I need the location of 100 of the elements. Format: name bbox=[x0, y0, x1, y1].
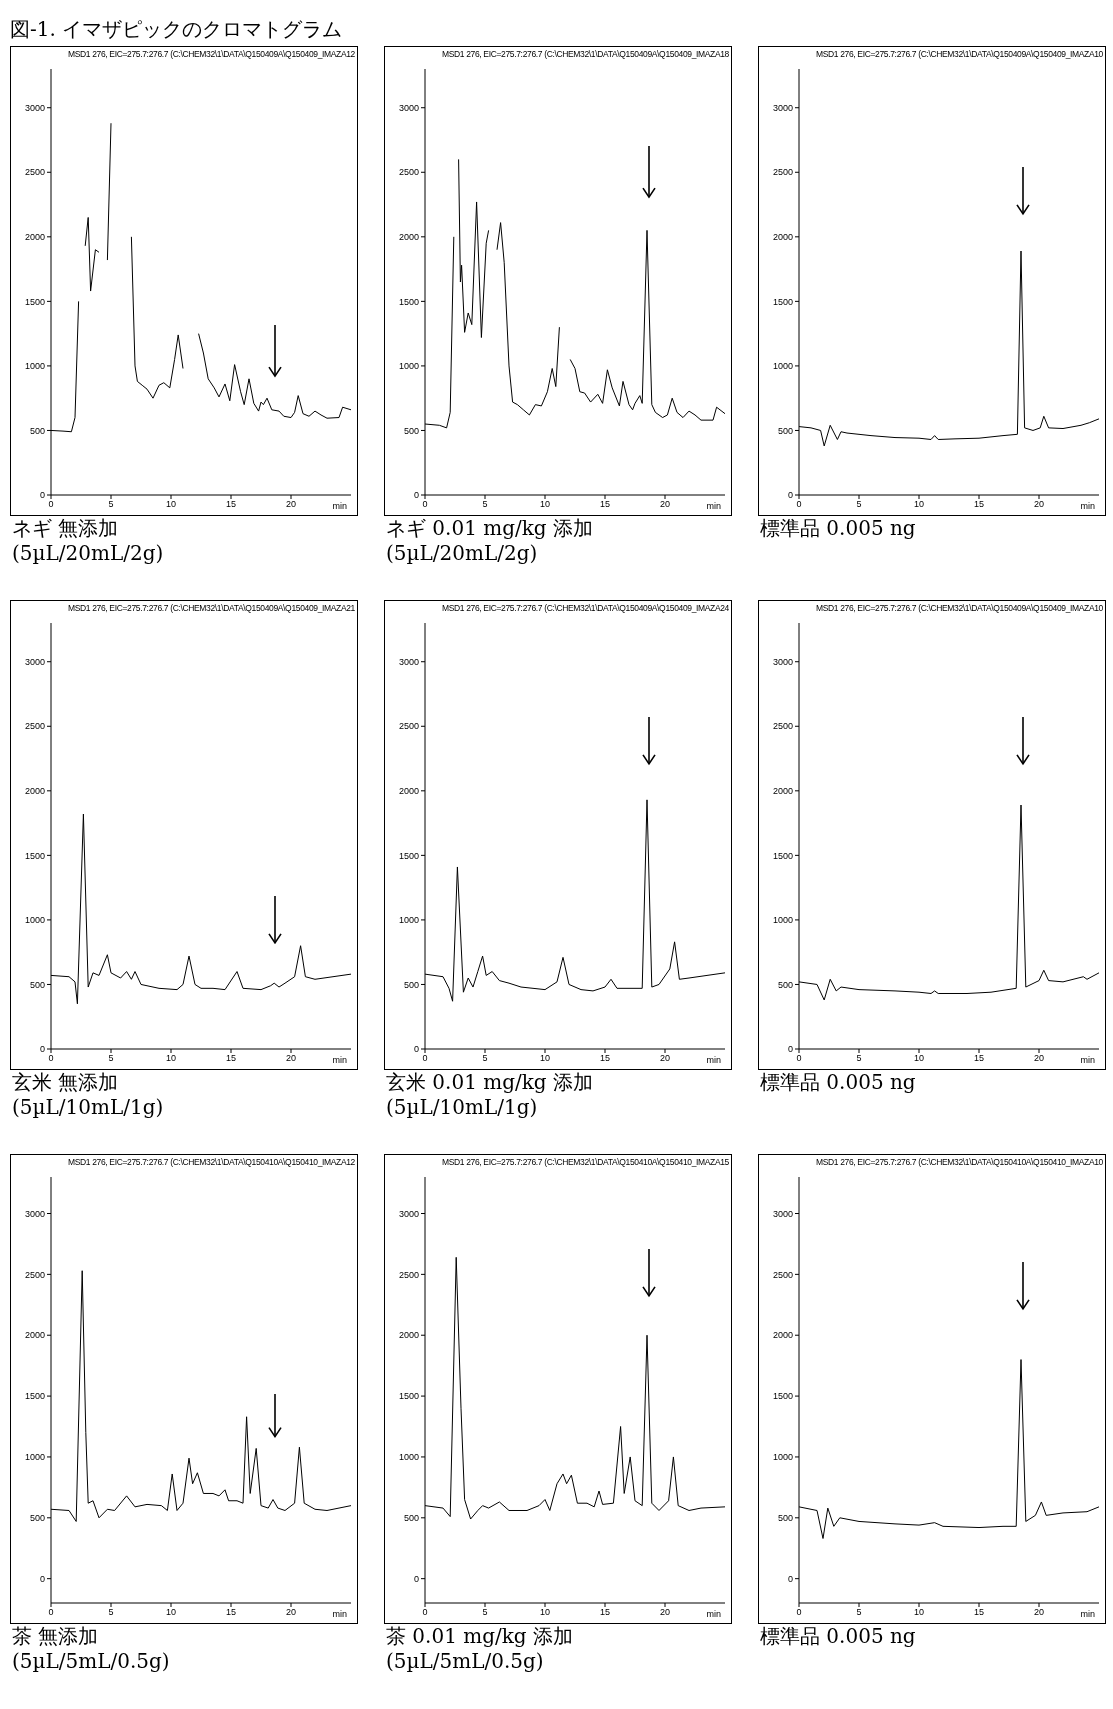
text: 玄米 無添加 bbox=[12, 1070, 120, 1095]
x-tick-label: 5 bbox=[108, 1053, 114, 1064]
x-tick-label: 15 bbox=[599, 499, 611, 510]
y-tick-label: 1500 bbox=[772, 850, 793, 861]
x-tick-label: 20 bbox=[1033, 1053, 1045, 1064]
y-tick-label: 2000 bbox=[772, 786, 793, 797]
x-tick-label: 5 bbox=[856, 1053, 862, 1064]
text: 玄米 0.01 mg/kg 添加 bbox=[386, 1070, 595, 1095]
x-tick-label: 0 bbox=[422, 1053, 428, 1064]
x-tick-label: 5 bbox=[108, 499, 114, 510]
x-tick-label: 10 bbox=[913, 499, 925, 510]
y-tick-label: 3000 bbox=[398, 656, 419, 667]
x-tick-label: 15 bbox=[225, 1607, 237, 1618]
x-tick-label: 20 bbox=[285, 499, 297, 510]
y-tick-label: 0 bbox=[787, 490, 793, 501]
y-tick-label: 2500 bbox=[772, 1269, 793, 1280]
y-tick-label: 1000 bbox=[772, 361, 793, 372]
y-tick-label: 1000 bbox=[398, 361, 419, 372]
x-tick-label: 20 bbox=[1033, 1607, 1045, 1618]
x-tick-label: 0 bbox=[422, 1607, 428, 1618]
text: (5µL/5mL/0.5g) bbox=[12, 1649, 171, 1674]
y-tick-label: 1000 bbox=[772, 915, 793, 926]
x-axis-title: min bbox=[332, 1609, 347, 1619]
chart-subtitle: MSD1 276, EIC=275.7:276.7 (C:\CHEM32\1\DATA\Q150410A\Q150410_IMAZA10 bbox=[815, 1156, 1104, 1169]
x-tick-label: 15 bbox=[599, 1053, 611, 1064]
y-tick-label: 500 bbox=[29, 425, 45, 436]
y-tick-label: 2500 bbox=[398, 721, 419, 732]
y-tick-label: 500 bbox=[29, 979, 45, 990]
y-tick-label: 2500 bbox=[772, 167, 793, 178]
x-tick-label: 0 bbox=[796, 1607, 802, 1618]
y-tick-label: 500 bbox=[403, 425, 419, 436]
y-tick-label: 3000 bbox=[24, 656, 45, 667]
text: ネギ 0.01 mg/kg 添加 bbox=[386, 516, 595, 541]
text: (5µL/20mL/2g) bbox=[386, 541, 539, 566]
x-tick-label: 0 bbox=[48, 1053, 54, 1064]
x-tick-label: 20 bbox=[659, 1607, 671, 1618]
y-tick-label: 0 bbox=[39, 490, 45, 501]
text: 標準品 0.005 ng bbox=[760, 516, 917, 541]
y-tick-label: 1500 bbox=[24, 296, 45, 307]
x-axis-title: min bbox=[706, 1609, 721, 1619]
x-tick-label: 10 bbox=[165, 499, 177, 510]
y-tick-label: 2500 bbox=[24, 1269, 45, 1280]
y-tick-label: 2000 bbox=[24, 1330, 45, 1341]
y-tick-label: 2000 bbox=[24, 232, 45, 243]
y-tick-label: 0 bbox=[787, 1573, 793, 1584]
y-tick-label: 2000 bbox=[772, 232, 793, 243]
y-tick-label: 3000 bbox=[398, 1208, 419, 1219]
y-tick-label: 1000 bbox=[398, 1452, 419, 1463]
y-tick-label: 0 bbox=[413, 1573, 419, 1584]
chart-subtitle: MSD1 276, EIC=275.7:276.7 (C:\CHEM32\1\DATA\Q150409A\Q150409_IMAZA10 bbox=[815, 48, 1104, 61]
chart-subtitle: MSD1 276, EIC=275.7:276.7 (C:\CHEM32\1\DATA\Q150409A\Q150409_IMAZA12 bbox=[67, 48, 356, 61]
y-tick-label: 2500 bbox=[24, 167, 45, 178]
x-tick-label: 0 bbox=[796, 1053, 802, 1064]
y-tick-label: 2000 bbox=[398, 1330, 419, 1341]
text: (5µL/10mL/1g) bbox=[386, 1095, 539, 1120]
y-tick-label: 1500 bbox=[398, 1391, 419, 1402]
y-tick-label: 2000 bbox=[24, 786, 45, 797]
y-tick-label: 1500 bbox=[398, 850, 419, 861]
chart-subtitle: MSD1 276, EIC=275.7:276.7 (C:\CHEM32\1\DATA\Q150409A\Q150409_IMAZA24 bbox=[441, 602, 730, 615]
text: 茶 無添加 bbox=[12, 1624, 100, 1649]
x-tick-label: 20 bbox=[659, 499, 671, 510]
text: (5µL/5mL/0.5g) bbox=[386, 1649, 545, 1674]
x-tick-label: 5 bbox=[482, 1053, 488, 1064]
x-tick-label: 0 bbox=[422, 499, 428, 510]
y-tick-label: 2500 bbox=[772, 721, 793, 732]
chart-subtitle: MSD1 276, EIC=275.7:276.7 (C:\CHEM32\1\DATA\Q150409A\Q150409_IMAZA18 bbox=[441, 48, 730, 61]
y-tick-label: 1000 bbox=[398, 915, 419, 926]
y-tick-label: 500 bbox=[777, 979, 793, 990]
y-tick-label: 2500 bbox=[24, 721, 45, 732]
y-tick-label: 500 bbox=[777, 425, 793, 436]
y-tick-label: 500 bbox=[403, 979, 419, 990]
y-tick-label: 500 bbox=[403, 1512, 419, 1523]
x-tick-label: 15 bbox=[225, 499, 237, 510]
x-tick-label: 20 bbox=[1033, 499, 1045, 510]
x-tick-label: 0 bbox=[48, 1607, 54, 1618]
y-tick-label: 0 bbox=[39, 1044, 45, 1055]
text: ネギ 無添加 bbox=[12, 516, 120, 541]
y-tick-label: 1500 bbox=[772, 1391, 793, 1402]
x-tick-label: 20 bbox=[285, 1607, 297, 1618]
chart-subtitle: MSD1 276, EIC=275.7:276.7 (C:\CHEM32\1\DATA\Q150409A\Q150409_IMAZA21 bbox=[67, 602, 356, 615]
x-tick-label: 5 bbox=[482, 1607, 488, 1618]
x-tick-label: 0 bbox=[48, 499, 54, 510]
x-tick-label: 15 bbox=[973, 1607, 985, 1618]
text: 標準品 0.005 ng bbox=[760, 1624, 917, 1649]
y-tick-label: 3000 bbox=[772, 1208, 793, 1219]
x-tick-label: 5 bbox=[856, 499, 862, 510]
y-tick-label: 3000 bbox=[772, 102, 793, 113]
x-tick-label: 20 bbox=[659, 1053, 671, 1064]
chart-subtitle: MSD1 276, EIC=275.7:276.7 (C:\CHEM32\1\DATA\Q150409A\Q150409_IMAZA10 bbox=[815, 602, 1104, 615]
x-tick-label: 5 bbox=[856, 1607, 862, 1618]
x-tick-label: 20 bbox=[285, 1053, 297, 1064]
x-axis-title: min bbox=[1080, 1609, 1095, 1619]
x-tick-label: 15 bbox=[973, 499, 985, 510]
y-tick-label: 2000 bbox=[398, 232, 419, 243]
y-tick-label: 1500 bbox=[398, 296, 419, 307]
x-tick-label: 10 bbox=[539, 499, 551, 510]
text: (5µL/10mL/1g) bbox=[12, 1095, 165, 1120]
chart-subtitle: MSD1 276, EIC=275.7:276.7 (C:\CHEM32\1\DATA\Q150410A\Q150410_IMAZA12 bbox=[67, 1156, 356, 1169]
x-axis-title: min bbox=[1080, 1055, 1095, 1065]
text: 標準品 0.005 ng bbox=[760, 1070, 917, 1095]
